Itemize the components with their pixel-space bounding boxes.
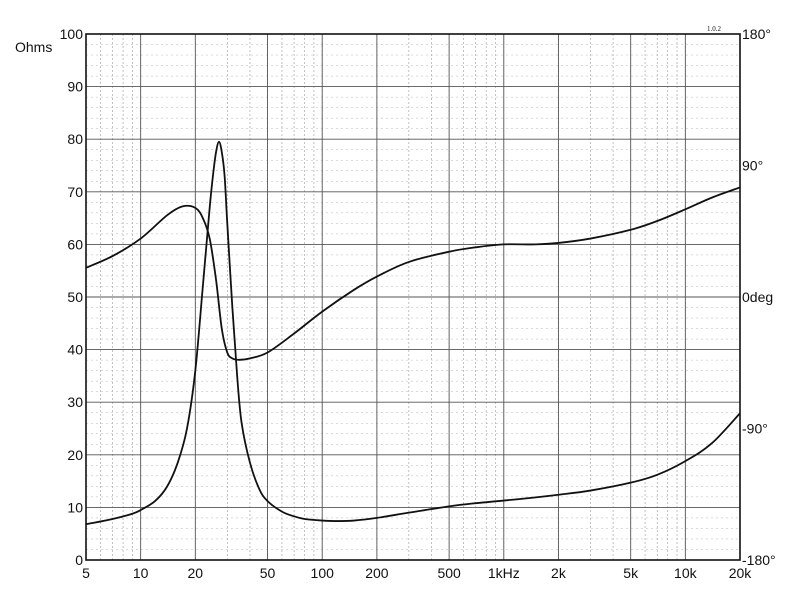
y-axis-label: Ohms [15,39,52,55]
y-tick-label: 20 [67,447,83,463]
plot-frame [85,33,741,561]
x-tick-label: 5k [623,565,639,581]
y2-tick-label: 0deg [742,289,773,305]
y2-tick-label: 180° [742,26,771,42]
x-tick-label: 20 [188,565,204,581]
y-tick-label: 40 [67,342,83,358]
impedance-curve [85,140,741,526]
x-tick-label: 1kHz [488,565,520,581]
y-tick-label: 10 [67,499,83,515]
y2-tick-labels: 180° 90° 0deg -90° -180° [742,26,776,568]
major-gridlines [85,33,741,561]
x-tick-label: 200 [365,565,389,581]
x-tick-label: 100 [311,565,335,581]
x-tick-label: 20k [729,565,753,581]
series-layer [85,140,741,526]
y-tick-label: 0 [75,552,83,568]
y-tick-label: 100 [60,26,84,42]
version-badge: 1.0.2 [707,25,722,33]
y-tick-label: 90 [67,79,83,95]
y-tick-label: 80 [67,131,83,147]
y2-tick-label: -90° [742,421,768,437]
y-tick-label: 50 [67,289,83,305]
y2-tick-label: 90° [742,158,763,174]
x-tick-labels: 5 10 20 50 100 200 500 1kHz 2k 5k 10k 20k [82,565,752,581]
x-tick-label: 500 [437,565,461,581]
y-tick-label: 60 [67,236,83,252]
phase-curve [85,186,741,361]
x-tick-label: 50 [260,565,276,581]
y-tick-labels: 0 10 20 30 40 50 60 70 80 90 100 [60,26,84,568]
y2-tick-label: -180° [742,552,776,568]
x-tick-label: 5 [82,565,90,581]
x-tick-label: 10 [133,565,149,581]
x-tick-label: 10k [674,565,698,581]
y-tick-label: 30 [67,394,83,410]
y-tick-label: 70 [67,184,83,200]
x-tick-label: 2k [551,565,567,581]
